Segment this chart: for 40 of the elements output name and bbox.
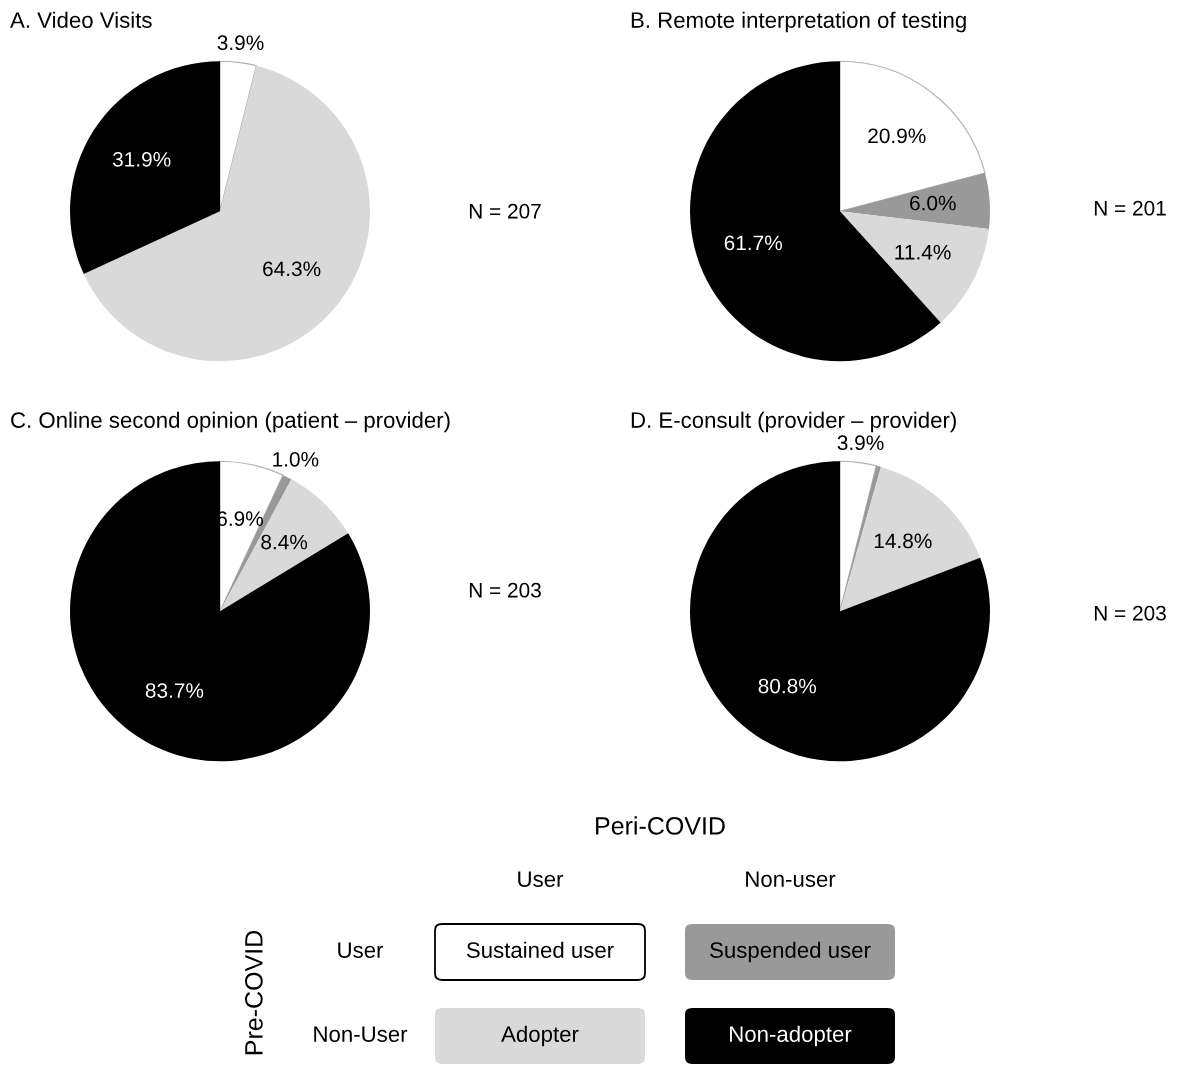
data-label: 14.8% (874, 533, 932, 549)
category-label: Non-User (314, 1026, 408, 1042)
pie-slice (840, 173, 990, 230)
category-label: User (518, 871, 564, 887)
text: Peri-COVID (596, 816, 725, 835)
text: N = 203 (1094, 605, 1166, 621)
pie-slice (83, 65, 370, 362)
pie-slice (219, 60, 257, 212)
text: Pre-COVID (245, 930, 263, 1055)
pie-slice (840, 211, 989, 323)
text: Sustained user (466, 941, 614, 958)
chart-title: D. E-consult (provider – provider) (631, 411, 956, 433)
category-label: Non-user (746, 871, 836, 887)
text: Suspended user (710, 941, 871, 963)
data-label: 8.4% (261, 534, 308, 550)
pie-slice (840, 466, 981, 612)
data-label: 61.7% (724, 235, 783, 251)
pie-slice (690, 461, 990, 762)
chart-title: B. Remote interpretation of testing (631, 11, 966, 33)
data-label: 3.9% (837, 435, 884, 451)
pie-slice (220, 479, 349, 612)
data-label: 83.7% (145, 683, 204, 698)
data-label: 20.9% (868, 128, 926, 144)
data-label: 31.9% (112, 151, 171, 167)
text: N = 201 (1094, 200, 1166, 216)
data-label: 80.8% (758, 678, 817, 694)
chart-title: A. Video Visits (10, 11, 152, 28)
text: Non-adopter (730, 1025, 852, 1047)
pie-slice (70, 61, 220, 274)
text: Adopter (501, 1025, 579, 1047)
text: N = 207 (469, 203, 541, 219)
data-label: 6.0% (910, 195, 956, 211)
text: N = 203 (469, 582, 541, 598)
data-label: 64.3% (263, 261, 321, 277)
chart-title: C. Online second opinion (patient – provider) (11, 411, 450, 433)
data-label: 3.9% (217, 35, 264, 51)
pie-slice (839, 60, 986, 212)
data-label: 11.4% (895, 244, 951, 260)
data-label: 1.0% (273, 451, 319, 467)
category-label: User (338, 942, 384, 958)
